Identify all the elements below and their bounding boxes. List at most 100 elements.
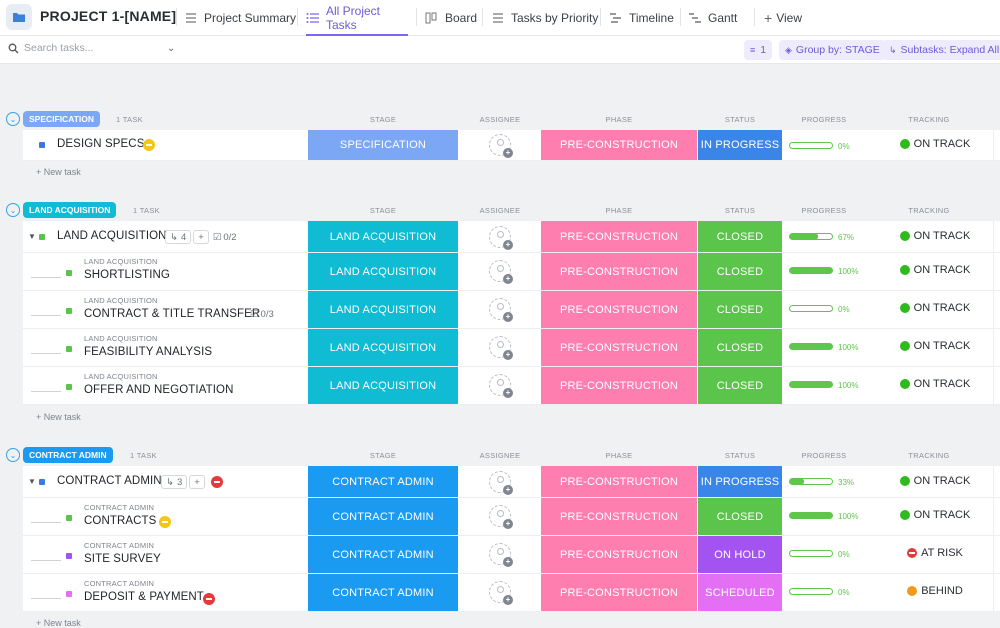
assignee-add-icon[interactable]: +	[489, 471, 513, 495]
column-header-stage[interactable]: STAGE	[369, 115, 397, 124]
subtask-row[interactable]: CONTRACT ADMIN DEPOSIT & PAYMENT CONTRAC…	[23, 574, 1000, 612]
filter-button[interactable]: ≡ 1	[744, 40, 773, 60]
priority-icon[interactable]	[159, 516, 171, 528]
task-row[interactable]: DESIGN SPECS SPECIFICATION + PRE-CONSTRU…	[23, 130, 1000, 161]
column-header-progress[interactable]: PROGRESS	[801, 206, 847, 215]
chevron-down-icon[interactable]: ⌄	[6, 112, 20, 126]
group-by-button[interactable]: ◈ Group by: STAGE	[779, 40, 886, 60]
status-cell[interactable]: SCHEDULED	[698, 574, 782, 611]
phase-cell[interactable]: PRE-CONSTRUCTION	[541, 536, 697, 573]
status-cell[interactable]: CLOSED	[698, 329, 782, 366]
subtask-row[interactable]: CONTRACT ADMIN CONTRACTS CONTRACT ADMIN …	[23, 498, 1000, 536]
column-header-status[interactable]: STATUS	[724, 115, 756, 124]
tab-all-project-tasks[interactable]: All Project Tasks	[306, 0, 408, 36]
group-badge[interactable]: SPECIFICATION	[23, 111, 101, 127]
task-name[interactable]: LAND ACQUISITION	[57, 230, 167, 242]
stage-cell[interactable]: LAND ACQUISITION	[308, 329, 458, 366]
task-row[interactable]: ▼ CONTRACT ADMIN ↳ 3 + CONTRACT ADMIN + P…	[23, 466, 1000, 498]
task-name[interactable]: CONTRACTS	[84, 515, 157, 527]
task-row[interactable]: ▼ LAND ACQUISITION ↳ 4 + ☑ 0/2 LAND ACQUIS…	[23, 221, 1000, 253]
status-cell[interactable]: CLOSED	[698, 498, 782, 535]
column-header-phase[interactable]: PHASE	[605, 115, 633, 124]
assignee-add-icon[interactable]: +	[489, 298, 513, 322]
phase-cell[interactable]: PRE-CONSTRUCTION	[541, 253, 697, 290]
subtask-row[interactable]: LAND ACQUISITION SHORTLISTING LAND ACQUI…	[23, 253, 1000, 291]
status-cell[interactable]: IN PROGRESS	[698, 130, 782, 160]
subtask-row[interactable]: LAND ACQUISITION FEASIBILITY ANALYSIS LA…	[23, 329, 1000, 367]
chevron-down-icon[interactable]: ⌄	[6, 203, 20, 217]
tracking-cell[interactable]: ON TRACK	[883, 340, 987, 352]
tab-project-summary[interactable]: Project Summary	[184, 0, 296, 36]
task-name[interactable]: DEPOSIT & PAYMENT	[84, 591, 204, 603]
task-name[interactable]: CONTRACT & TITLE TRANSFER	[84, 308, 261, 320]
subtask-row[interactable]: LAND ACQUISITION OFFER AND NEGOTIATION L…	[23, 367, 1000, 405]
tracking-cell[interactable]: ON TRACK	[883, 138, 987, 150]
column-header-status[interactable]: STATUS	[724, 206, 756, 215]
new-task-button[interactable]: + New task	[36, 412, 81, 422]
assignee-add-icon[interactable]: +	[489, 543, 513, 567]
chevron-down-icon[interactable]: ⌄	[6, 448, 20, 462]
search-input[interactable]: Search tasks...	[8, 42, 93, 54]
tab-tasks-by-priority[interactable]: Tasks by Priority	[491, 0, 598, 36]
phase-cell[interactable]: PRE-CONSTRUCTION	[541, 498, 697, 535]
column-header-assignee[interactable]: ASSIGNEE	[479, 206, 521, 215]
priority-icon[interactable]	[203, 593, 215, 605]
phase-cell[interactable]: PRE-CONSTRUCTION	[541, 221, 697, 252]
column-header-stage[interactable]: STAGE	[369, 451, 397, 460]
column-header-status[interactable]: STATUS	[724, 451, 756, 460]
assignee-add-icon[interactable]: +	[489, 336, 513, 360]
new-task-button[interactable]: + New task	[36, 618, 81, 628]
new-task-button[interactable]: + New task	[36, 167, 81, 177]
folder-icon[interactable]	[6, 4, 32, 30]
tracking-cell[interactable]: ON TRACK	[883, 509, 987, 521]
subtask-row[interactable]: CONTRACT ADMIN SITE SURVEY CONTRACT ADMI…	[23, 536, 1000, 574]
chevron-down-icon[interactable]: ▼	[28, 232, 36, 241]
task-name[interactable]: OFFER AND NEGOTIATION	[84, 384, 234, 396]
column-header-assignee[interactable]: ASSIGNEE	[479, 115, 521, 124]
add-view-button[interactable]: + View	[764, 0, 802, 36]
stage-cell[interactable]: CONTRACT ADMIN	[308, 466, 458, 497]
chevron-down-icon[interactable]: ▼	[28, 477, 36, 486]
column-header-progress[interactable]: PROGRESS	[801, 451, 847, 460]
status-cell[interactable]: CLOSED	[698, 221, 782, 252]
tracking-cell[interactable]: ON TRACK	[883, 475, 987, 487]
stage-cell[interactable]: LAND ACQUISITION	[308, 221, 458, 252]
status-cell[interactable]: CLOSED	[698, 291, 782, 328]
phase-cell[interactable]: PRE-CONSTRUCTION	[541, 291, 697, 328]
assignee-add-icon[interactable]: +	[489, 226, 513, 250]
status-cell[interactable]: IN PROGRESS	[698, 466, 782, 497]
column-header-tracking[interactable]: TRACKING	[908, 206, 950, 215]
assignee-add-icon[interactable]: +	[489, 505, 513, 529]
status-cell[interactable]: CLOSED	[698, 253, 782, 290]
subtasks-count[interactable]: ↳ 3	[161, 475, 188, 489]
group-badge[interactable]: LAND ACQUISITION	[23, 202, 117, 218]
stage-cell[interactable]: SPECIFICATION	[308, 130, 458, 160]
column-header-tracking[interactable]: TRACKING	[908, 115, 950, 124]
tracking-cell[interactable]: AT RISK	[883, 547, 987, 559]
tab-board[interactable]: Board	[425, 0, 477, 36]
column-header-phase[interactable]: PHASE	[605, 206, 633, 215]
subtasks-count[interactable]: ↳ 4	[165, 230, 192, 244]
tracking-cell[interactable]: ON TRACK	[883, 230, 987, 242]
task-name[interactable]: DESIGN SPECS	[57, 138, 145, 150]
status-cell[interactable]: ON HOLD	[698, 536, 782, 573]
assignee-add-icon[interactable]: +	[489, 134, 513, 158]
tracking-cell[interactable]: BEHIND	[883, 585, 987, 597]
task-name[interactable]: SITE SURVEY	[84, 553, 161, 565]
column-header-progress[interactable]: PROGRESS	[801, 115, 847, 124]
column-header-stage[interactable]: STAGE	[369, 206, 397, 215]
group-badge[interactable]: CONTRACT ADMIN	[23, 447, 113, 463]
tab-timeline[interactable]: Timeline	[609, 0, 674, 36]
project-title[interactable]: PROJECT 1-[NAME]	[40, 8, 177, 24]
phase-cell[interactable]: PRE-CONSTRUCTION	[541, 466, 697, 497]
stage-cell[interactable]: CONTRACT ADMIN	[308, 536, 458, 573]
column-header-tracking[interactable]: TRACKING	[908, 451, 950, 460]
stage-cell[interactable]: CONTRACT ADMIN	[308, 498, 458, 535]
phase-cell[interactable]: PRE-CONSTRUCTION	[541, 574, 697, 611]
column-header-phase[interactable]: PHASE	[605, 451, 633, 460]
tracking-cell[interactable]: ON TRACK	[883, 264, 987, 276]
phase-cell[interactable]: PRE-CONSTRUCTION	[541, 130, 697, 160]
column-header-assignee[interactable]: ASSIGNEE	[479, 451, 521, 460]
priority-icon[interactable]	[211, 476, 223, 488]
tracking-cell[interactable]: ON TRACK	[883, 302, 987, 314]
